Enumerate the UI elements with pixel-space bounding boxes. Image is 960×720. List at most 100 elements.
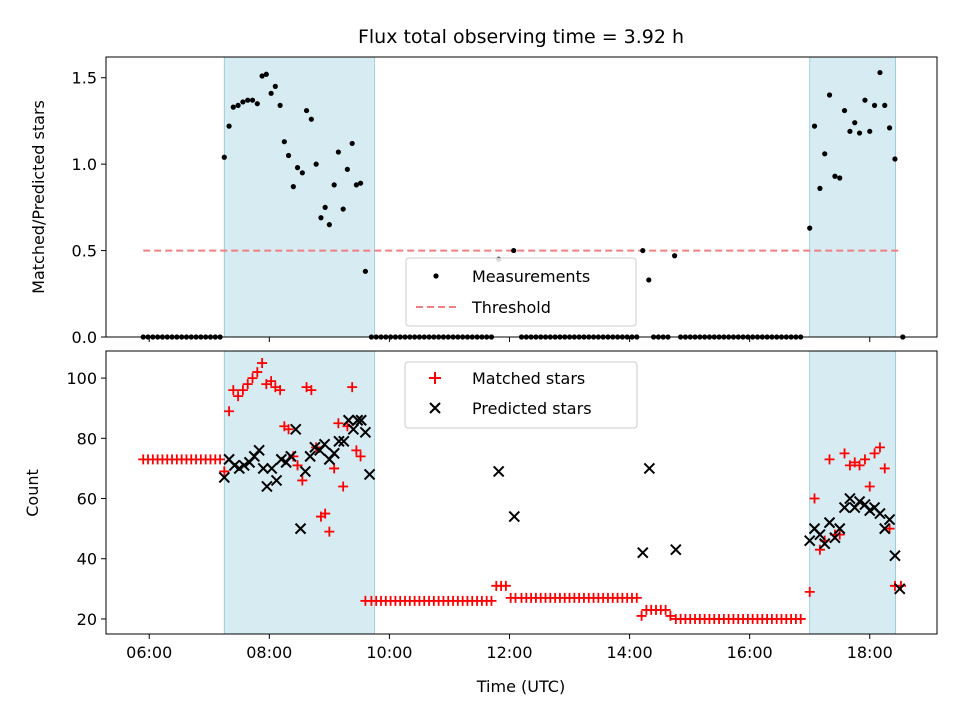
measurement-point	[340, 206, 346, 212]
top-y-ticks: 0.0 0.5 1.0 1.5	[72, 69, 106, 347]
predicted-star-point	[290, 423, 302, 435]
measurement-point	[837, 175, 843, 181]
predicted-star-point	[253, 444, 265, 457]
measurement-point	[240, 99, 246, 105]
predicted-star-point	[834, 522, 846, 535]
top-panel: 0.0 0.5 1.0 1.5 Matched/Predicted stars Mea…	[29, 56, 938, 347]
measurement-point	[357, 180, 364, 186]
predicted-star-point	[874, 507, 886, 520]
matched-star-point	[486, 595, 497, 606]
measurement-point	[290, 184, 296, 190]
measurement-point	[254, 101, 260, 107]
top-x-ticks	[148, 337, 871, 342]
predicted-stars-points	[218, 414, 906, 595]
measurement-point	[646, 277, 652, 283]
matched-star-point	[884, 523, 895, 534]
measurement-point	[326, 222, 332, 228]
matched-star-point	[324, 526, 335, 537]
predicted-star-point	[844, 492, 856, 505]
shade-interval-top-0	[223, 56, 375, 338]
matched-star-point	[283, 424, 294, 435]
measurement-point	[362, 268, 368, 274]
legend-matched-label: Matched stars	[472, 369, 585, 388]
shade-interval-top-1	[809, 56, 896, 338]
predicted-star-point	[829, 531, 841, 544]
top-y-tick-label: 1.5	[72, 69, 97, 88]
bottom-panel: 20 40 60 80 100 06:00 08:00 10:00 12:00 14:00 16:…	[23, 350, 938, 696]
measurement-point	[294, 165, 301, 171]
predicted-star-point	[270, 474, 283, 487]
measurement-point	[318, 215, 324, 221]
matched-star-point	[874, 442, 885, 453]
legend-matched-marker	[429, 372, 441, 384]
bottom-legend-box	[404, 361, 638, 429]
top-y-axis-label: Matched/Predicted stars	[29, 100, 48, 294]
matched-star-point	[859, 454, 870, 465]
measurement-point	[841, 107, 848, 114]
bottom-y-tick-label: 40	[77, 550, 97, 569]
matched-star-point	[347, 382, 358, 393]
matched-star-point	[500, 580, 511, 591]
matched-star-point	[809, 493, 820, 504]
predicted-star-point	[894, 583, 906, 595]
matched-star-point	[879, 463, 890, 474]
x-tick-label: 14:00	[607, 643, 653, 662]
measurement-point	[322, 204, 328, 210]
predicted-star-point	[804, 534, 816, 547]
measurement-point	[268, 90, 274, 96]
predicted-star-point	[333, 435, 345, 448]
measurement-point	[245, 97, 251, 103]
predicted-star-point	[508, 510, 521, 523]
measurement-point	[308, 116, 314, 122]
measurement-point	[672, 253, 678, 259]
predicted-star-point	[257, 462, 270, 475]
measurement-point	[817, 185, 823, 191]
matched-star-point	[665, 610, 676, 621]
matched-star-point	[824, 454, 835, 465]
bottom-y-tick-label: 60	[77, 490, 97, 509]
matched-star-point	[237, 385, 248, 396]
top-y-tick-label: 0.0	[72, 328, 97, 347]
x-tick-label: 08:00	[246, 643, 292, 662]
measurement-point	[826, 92, 833, 98]
x-tick-label: 16:00	[727, 643, 773, 662]
measurement-point	[856, 130, 863, 136]
predicted-star-point	[338, 435, 350, 448]
matched-star-point	[814, 544, 825, 555]
measurement-point	[313, 161, 319, 167]
measurement-point	[511, 247, 517, 254]
x-tick-label: 10:00	[366, 643, 412, 662]
matched-star-point	[257, 358, 268, 369]
predicted-star-point	[359, 426, 372, 438]
top-legend: Measurements Threshold	[405, 257, 637, 327]
shade-interval-bottom-1	[809, 350, 896, 635]
matched-star-point	[355, 451, 366, 462]
measurement-point	[807, 225, 813, 231]
measurement-point	[249, 97, 256, 103]
bottom-x-ticks: 06:00 08:00 10:00 12:00 14:00 16:00 18:00	[126, 634, 893, 662]
matched-star-point	[275, 385, 286, 396]
matched-star-point	[252, 367, 263, 378]
measurement-point	[335, 149, 341, 155]
matched-star-point	[864, 481, 875, 492]
matched-star-point	[247, 373, 258, 384]
matched-star-point	[297, 475, 308, 486]
bottom-shaded-intervals	[223, 350, 896, 635]
shade-interval-bottom-0	[223, 350, 375, 635]
chart-title: Flux total observing time = 3.92 h	[358, 26, 684, 48]
predicted-star-point	[328, 447, 340, 460]
matched-star-point	[266, 376, 277, 387]
predicted-star-point	[285, 450, 297, 463]
matched-star-point	[320, 508, 331, 519]
top-plot-frame	[105, 56, 938, 338]
measurement-point	[862, 97, 868, 103]
matched-star-point	[636, 610, 647, 621]
matched-star-point	[795, 613, 806, 624]
matched-star-point	[329, 463, 340, 474]
predicted-star-point	[889, 550, 901, 562]
predicted-star-point	[294, 522, 307, 535]
matched-star-point	[242, 379, 253, 390]
predicted-star-point	[355, 414, 367, 426]
measurement-point	[877, 69, 883, 76]
